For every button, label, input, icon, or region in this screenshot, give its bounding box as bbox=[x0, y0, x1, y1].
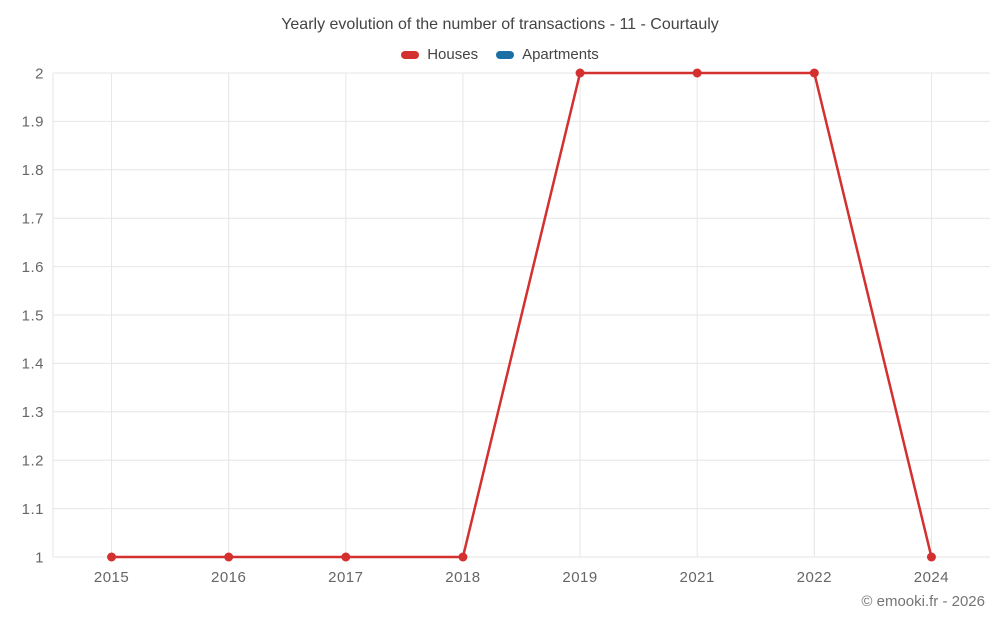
houses-data-point[interactable] bbox=[926, 552, 936, 562]
x-tick-label: 2022 bbox=[797, 569, 832, 586]
y-tick-label: 1.2 bbox=[22, 452, 44, 469]
chart-legend: Houses Apartments bbox=[0, 46, 1000, 63]
x-tick-label: 2019 bbox=[562, 569, 597, 586]
houses-data-point[interactable] bbox=[224, 552, 234, 562]
x-tick-label: 2018 bbox=[445, 569, 480, 586]
y-tick-labels: 1 1.1 1.2 1.3 1.4 1.5 1.6 1.7 1.8 1.9 2 bbox=[22, 65, 44, 566]
x-gridlines bbox=[111, 73, 932, 557]
houses-data-point[interactable] bbox=[107, 552, 117, 562]
y-tick-label: 1 bbox=[35, 549, 44, 566]
y-tick-label: 1.4 bbox=[22, 356, 44, 373]
legend-item-houses[interactable]: Houses bbox=[401, 46, 478, 63]
y-tick-label: 1.3 bbox=[22, 404, 44, 421]
houses-data-point[interactable] bbox=[458, 552, 468, 562]
houses-series-line bbox=[110, 71, 933, 559]
y-tick-label: 2 bbox=[35, 65, 44, 82]
y-tick-label: 1.6 bbox=[22, 259, 44, 276]
apartments-series-swatch-icon bbox=[496, 50, 515, 59]
y-tick-label: 1.7 bbox=[22, 210, 44, 227]
x-tick-label: 2015 bbox=[94, 569, 129, 586]
houses-data-point[interactable] bbox=[809, 68, 819, 78]
legend-label-apartments: Apartments bbox=[522, 46, 599, 63]
legend-item-apartments[interactable]: Apartments bbox=[496, 46, 599, 63]
x-tick-label: 2021 bbox=[680, 569, 715, 586]
x-tick-label: 2017 bbox=[328, 569, 363, 586]
y-tick-label: 1.5 bbox=[22, 307, 44, 324]
y-tick-label: 1.8 bbox=[22, 162, 44, 179]
houses-data-point[interactable] bbox=[341, 552, 351, 562]
legend-label-houses: Houses bbox=[427, 46, 479, 63]
chart-title: Yearly evolution of the number of transa… bbox=[281, 16, 719, 33]
houses-series-swatch-icon bbox=[401, 50, 420, 59]
x-tick-labels: 2015 2016 2017 2018 2019 2021 2022 2024 bbox=[94, 569, 949, 586]
y-tick-label: 1.9 bbox=[22, 114, 44, 131]
x-tick-label: 2024 bbox=[914, 569, 949, 586]
houses-data-point[interactable] bbox=[575, 68, 585, 78]
houses-data-point[interactable] bbox=[692, 68, 702, 78]
x-tick-label: 2016 bbox=[211, 569, 246, 586]
y-tick-label: 1.1 bbox=[22, 501, 44, 518]
copyright-text: © emooki.fr - 2026 bbox=[861, 593, 985, 610]
